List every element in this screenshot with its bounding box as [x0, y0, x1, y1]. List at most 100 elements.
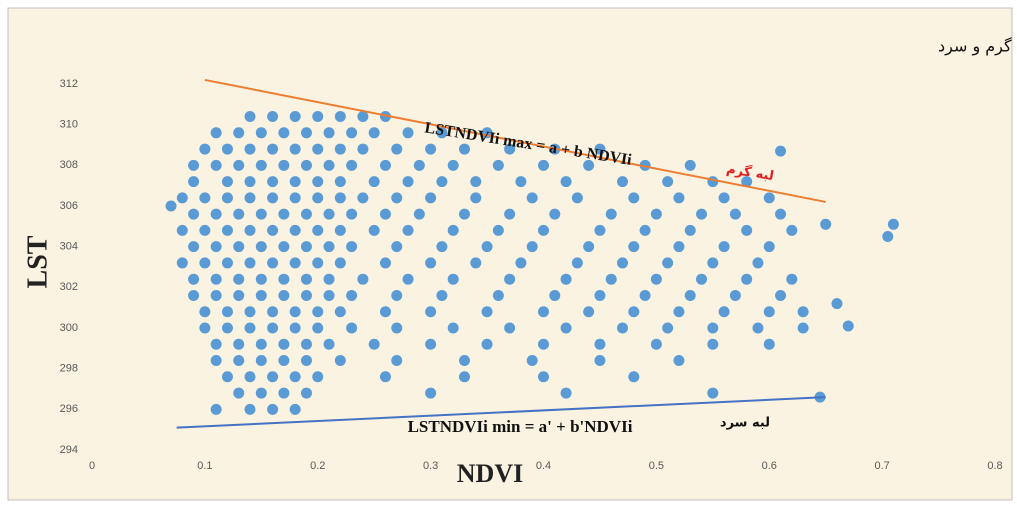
scatter-point — [278, 289, 290, 301]
scatter-point — [368, 338, 380, 350]
scatter-point — [605, 208, 617, 220]
y-tick-label: 306 — [60, 200, 78, 212]
scatter-point — [210, 208, 222, 220]
scatter-point — [323, 241, 335, 253]
scatter-point — [289, 224, 301, 236]
scatter-point — [425, 338, 437, 350]
scatter-point — [244, 403, 256, 415]
scatter-point — [594, 338, 606, 350]
scatter-point — [526, 355, 538, 367]
scatter-point — [458, 355, 470, 367]
annotation: لبه سرد — [720, 416, 770, 431]
scatter-point — [267, 257, 279, 269]
scatter-point — [831, 298, 843, 310]
scatter-point — [481, 338, 493, 350]
scatter-point — [549, 208, 561, 220]
scatter-point — [436, 289, 448, 301]
scatter-point — [718, 192, 730, 204]
scatter-point — [594, 224, 606, 236]
y-axis-label: LST — [22, 235, 53, 288]
scatter-point — [255, 159, 267, 171]
scatter-point — [323, 159, 335, 171]
y-tick-label: 294 — [60, 444, 78, 456]
scatter-point — [628, 192, 640, 204]
scatter-point — [538, 159, 549, 171]
scatter-point — [357, 143, 369, 155]
scatter-point — [188, 159, 200, 171]
annotation: لبه گرم — [725, 161, 775, 184]
scatter-point — [210, 159, 222, 171]
scatter-point — [323, 289, 335, 301]
scatter-point — [176, 192, 188, 204]
scatter-point — [244, 143, 256, 155]
scatter-point — [492, 289, 504, 301]
scatter-point — [210, 355, 222, 367]
chart-background — [7, 7, 1013, 501]
scatter-point — [233, 355, 245, 367]
scatter-point — [267, 176, 279, 188]
scatter-point — [492, 159, 504, 171]
scatter-point — [684, 159, 696, 171]
scatter-point — [289, 257, 301, 269]
scatter-point — [244, 257, 256, 269]
scatter-point — [221, 224, 233, 236]
x-tick-label: 0.8 — [987, 460, 1002, 472]
scatter-point — [312, 322, 324, 334]
scatter-point — [210, 403, 222, 415]
scatter-point — [617, 322, 629, 334]
x-axis-label: NDVI — [457, 459, 523, 488]
scatter-point — [571, 257, 583, 269]
scatter-point — [696, 273, 708, 285]
x-tick-label: 0.6 — [762, 460, 777, 472]
scatter-point — [278, 273, 290, 285]
scatter-point — [188, 208, 200, 220]
x-tick-label: 0.3 — [423, 460, 438, 472]
chart-title: نمودار فرضی پراکندگی NDVI و LST برای بدس… — [938, 37, 1017, 57]
scatter-point — [368, 224, 380, 236]
scatter-point — [210, 273, 222, 285]
scatter-point — [267, 322, 279, 334]
scatter-point — [707, 257, 719, 269]
y-tick-label: 298 — [60, 363, 78, 375]
scatter-point — [199, 322, 211, 334]
scatter-point — [673, 306, 685, 318]
scatter-point — [255, 208, 267, 220]
scatter-point — [617, 257, 629, 269]
scatter-point — [312, 111, 324, 123]
scatter-point — [300, 289, 312, 301]
scatter-point — [199, 306, 211, 318]
scatter-point — [425, 387, 437, 399]
scatter-point — [176, 257, 188, 269]
scatter-point — [278, 355, 290, 367]
scatter-point — [233, 387, 245, 399]
scatter-point — [334, 143, 346, 155]
scatter-point — [267, 224, 279, 236]
scatter-point — [300, 355, 312, 367]
scatter-point — [323, 208, 335, 220]
scatter-point — [718, 306, 730, 318]
scatter-point — [458, 371, 470, 383]
scatter-point — [458, 143, 470, 155]
scatter-point — [188, 289, 200, 301]
scatter-point — [255, 355, 267, 367]
scatter-point — [662, 176, 674, 188]
scatter-point — [391, 241, 403, 253]
scatter-point — [650, 208, 662, 220]
scatter-point — [300, 208, 312, 220]
scatter-point — [233, 241, 245, 253]
scatter-point — [346, 208, 358, 220]
scatter-point — [278, 338, 290, 350]
scatter-point — [221, 257, 233, 269]
scatter-point — [312, 176, 324, 188]
scatter-point — [244, 306, 256, 318]
scatter-point — [334, 224, 346, 236]
scatter-point — [289, 306, 301, 318]
scatter-point — [255, 338, 267, 350]
scatter-point — [221, 192, 233, 204]
y-tick-label: 310 — [60, 119, 78, 131]
scatter-point — [447, 273, 459, 285]
scatter-point — [244, 371, 256, 383]
x-tick-label: 0.5 — [649, 460, 664, 472]
scatter-point — [504, 273, 516, 285]
